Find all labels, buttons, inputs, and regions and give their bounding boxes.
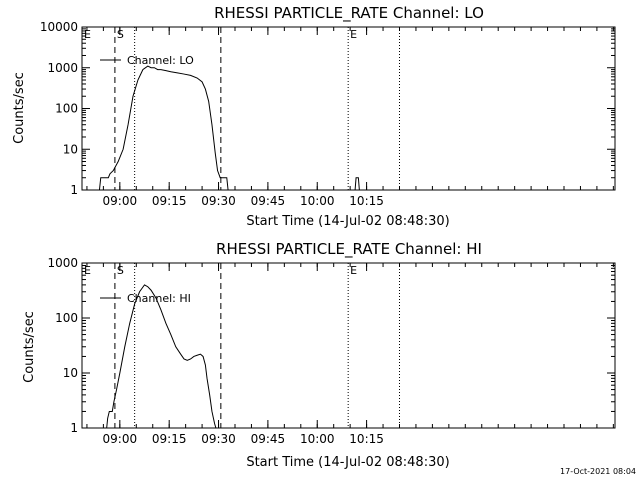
timestamp: 17-Oct-2021 08:04	[560, 467, 636, 476]
x-axis-label: Start Time (14-Jul-02 08:48:30)	[246, 455, 449, 470]
tick-layer: 09:00 09:15 09:30 09:45 10:00 10:15 1 10 100 1000…	[40, 20, 615, 208]
event-marker-label: E	[84, 28, 91, 41]
series-line	[98, 65, 229, 191]
event-marker-label: S	[117, 28, 124, 41]
x-tick-label: 09:45	[251, 432, 286, 446]
y-tick-label: 10000	[40, 20, 78, 34]
series-line	[106, 284, 217, 429]
x-tick-label: 09:45	[251, 194, 286, 208]
legend: Channel: LO	[100, 54, 194, 67]
x-tick-label: 10:15	[349, 432, 384, 446]
x-tick-label: 09:15	[152, 432, 187, 446]
x-tick-label: 10:00	[300, 194, 335, 208]
x-tick-label: 09:30	[201, 432, 236, 446]
event-marker-label: E	[84, 264, 91, 277]
y-axis-label: Counts/sec	[22, 311, 37, 383]
y-tick-label: 100	[55, 102, 78, 116]
series-layer	[98, 65, 360, 191]
y-tick-label: 1	[70, 183, 78, 197]
event-marker-label: S	[117, 264, 124, 277]
x-tick-label: 10:00	[300, 432, 335, 446]
x-axis-label: Start Time (14-Jul-02 08:48:30)	[246, 214, 449, 229]
x-tick-label: 10:15	[349, 194, 384, 208]
y-axis-label: Counts/sec	[12, 72, 27, 144]
y-tick-label: 100	[55, 311, 78, 325]
x-tick-label: 09:00	[103, 432, 138, 446]
series-line	[354, 177, 360, 191]
x-tick-label: 09:00	[103, 194, 138, 208]
y-tick-label: 1000	[47, 256, 78, 270]
y-tick-label: 10	[63, 142, 78, 156]
event-marker-label: E	[350, 28, 357, 41]
chart-title: RHESSI PARTICLE_RATE Channel: LO	[214, 4, 484, 23]
x-tick-label: 09:30	[201, 194, 236, 208]
chart-title: RHESSI PARTICLE_RATE Channel: HI	[216, 240, 482, 259]
x-tick-label: 09:15	[152, 194, 187, 208]
legend: Channel: HI	[100, 292, 191, 305]
legend-label: Channel: HI	[127, 292, 191, 305]
y-tick-label: 1	[70, 421, 78, 435]
y-tick-label: 1000	[47, 61, 78, 75]
series-layer	[106, 284, 217, 429]
panel-hi: RHESSI PARTICLE_RATE Channel: HI 09:00 09…	[22, 240, 616, 470]
y-tick-label: 10	[63, 366, 78, 380]
event-marker-label: E	[350, 264, 357, 277]
legend-label: Channel: LO	[127, 54, 194, 67]
panel-lo: RHESSI PARTICLE_RATE Channel: LO 09:00 09…	[12, 4, 616, 229]
